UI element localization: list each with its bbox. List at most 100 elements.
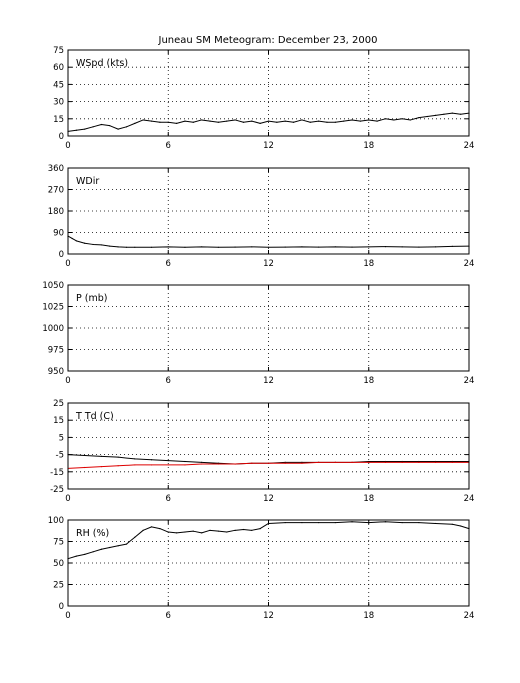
- data-point: [259, 122, 261, 124]
- data-point: [351, 521, 353, 523]
- y-tick-label: 50: [53, 559, 64, 569]
- x-tick-label: 12: [263, 494, 274, 504]
- data-point: [326, 121, 328, 123]
- x-tick-label: 6: [166, 376, 171, 386]
- data-point: [100, 548, 103, 550]
- panel-label: P (mb): [76, 293, 107, 304]
- data-point: [100, 466, 103, 468]
- x-tick-label: 24: [464, 494, 475, 504]
- data-point: [301, 462, 303, 464]
- data-point: [318, 521, 320, 524]
- y-tick-label: 1050: [42, 281, 64, 291]
- data-point: [251, 529, 253, 531]
- data-point: [334, 461, 336, 463]
- data-point: [109, 245, 111, 247]
- y-tick-label: 15: [53, 115, 64, 125]
- data-point: [242, 528, 245, 531]
- y-tick-label: 360: [48, 164, 64, 174]
- data-point: [117, 246, 119, 248]
- data-point: [92, 126, 94, 128]
- data-point: [318, 120, 320, 122]
- data-point: [434, 460, 437, 463]
- data-point: [267, 120, 270, 122]
- x-tick-label: 12: [263, 259, 274, 269]
- data-point: [401, 246, 403, 248]
- data-point: [226, 531, 228, 533]
- y-tick-label: 30: [53, 98, 64, 108]
- x-tick-label: 18: [363, 611, 374, 621]
- data-point: [368, 119, 370, 121]
- data-point: [384, 461, 387, 463]
- x-tick-label: 24: [464, 259, 475, 269]
- data-point: [376, 120, 378, 122]
- data-point: [117, 545, 119, 547]
- data-point: [84, 553, 86, 556]
- data-point: [318, 246, 320, 248]
- data-point: [384, 521, 387, 523]
- data-point: [368, 460, 370, 463]
- data-point: [259, 528, 261, 530]
- data-point: [451, 461, 453, 463]
- y-tick-label: 60: [53, 63, 64, 73]
- data-point: [451, 245, 453, 247]
- data-point: [284, 120, 286, 122]
- data-point: [251, 120, 253, 122]
- data-point: [409, 119, 412, 121]
- y-tick-label: 270: [48, 186, 64, 196]
- x-tick-label: 6: [166, 611, 171, 621]
- data-point: [134, 464, 136, 466]
- data-point: [284, 246, 286, 248]
- data-point: [309, 121, 311, 123]
- data-point: [184, 246, 186, 248]
- panel-3: 0 6 12 18 24 950 975 1000 1025 1050 P (mb): [42, 281, 474, 386]
- data-point: [125, 246, 128, 248]
- data-point: [125, 543, 128, 545]
- x-tick-label: 18: [363, 494, 374, 504]
- data-point: [460, 113, 462, 115]
- data-point: [142, 529, 144, 531]
- x-tick-label: 24: [464, 611, 475, 621]
- data-point: [167, 246, 169, 248]
- data-point: [318, 461, 320, 463]
- data-point: [201, 532, 203, 534]
- data-point: [401, 460, 403, 463]
- x-tick-label: 18: [363, 259, 374, 269]
- x-tick-label: 0: [65, 259, 70, 269]
- data-point: [234, 119, 236, 121]
- data-point: [359, 120, 361, 122]
- data-point: [167, 531, 169, 533]
- y-tick-label: 180: [48, 207, 64, 217]
- data-point: [334, 246, 336, 248]
- panel-4: 0 6 12 18 24 -25 -15 -5 5 15 25 T Td (C): [50, 399, 474, 504]
- data-point: [234, 529, 236, 531]
- x-tick-label: 24: [464, 376, 475, 386]
- data-point: [276, 121, 278, 123]
- y-tick-label: 45: [53, 80, 64, 90]
- data-point: [384, 245, 387, 248]
- data-point: [217, 462, 219, 464]
- x-tick-label: 0: [65, 611, 70, 621]
- data-point: [284, 462, 286, 464]
- data-point: [351, 246, 353, 248]
- data-point: [84, 128, 86, 130]
- y-tick-label: 75: [53, 538, 64, 548]
- data-point: [100, 244, 103, 246]
- data-point: [201, 461, 203, 463]
- y-tick-label: 0: [59, 132, 64, 142]
- series-line-1: [67, 521, 470, 560]
- data-point: [242, 121, 245, 123]
- y-tick-label: 5: [59, 433, 64, 443]
- data-point: [167, 460, 169, 462]
- y-tick-label: 1025: [42, 303, 64, 313]
- data-point: [351, 119, 353, 121]
- data-point: [434, 246, 437, 248]
- data-point: [217, 463, 219, 465]
- data-point: [418, 461, 420, 463]
- x-tick-label: 12: [263, 141, 274, 151]
- panel-label: WSpd (kts): [76, 58, 128, 69]
- x-tick-label: 0: [65, 376, 70, 386]
- y-tick-label: 0: [59, 602, 64, 612]
- x-tick-label: 0: [65, 141, 70, 151]
